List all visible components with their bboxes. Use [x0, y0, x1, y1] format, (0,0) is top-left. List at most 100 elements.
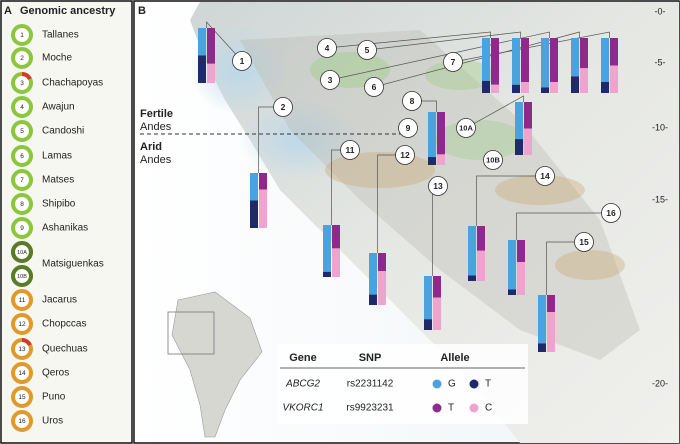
ancestry-ring: [11, 241, 33, 263]
allele-bar-segment: [610, 38, 618, 66]
legend-table-bg: [278, 344, 528, 424]
allele-bar-segment: [207, 63, 215, 83]
allele-bar-segment: [571, 76, 579, 93]
map-marker-label: 3: [328, 75, 333, 85]
map-marker-label: 12: [400, 150, 410, 160]
allele-bar-segment: [437, 112, 445, 155]
ancestry-center: [15, 414, 29, 428]
map-marker-label: 10B: [486, 155, 500, 164]
allele-bar-segment: [468, 275, 476, 281]
ancestry-ring: [11, 386, 33, 408]
map-marker: [443, 52, 463, 72]
map-marker: [574, 232, 594, 252]
map-marker: [340, 140, 360, 160]
allele-bar-segment: [541, 87, 549, 93]
population-id: 10A: [17, 250, 27, 256]
latitude-label: -20-: [652, 378, 668, 388]
ancestry-ring-segment: [21, 72, 32, 81]
allele-bar-segment: [477, 250, 485, 281]
map-marker: [273, 97, 293, 117]
allele-bar-segment: [521, 38, 529, 82]
ancestry-ring: [11, 96, 33, 118]
population-id: 13: [18, 346, 26, 353]
allele-bar-segment: [332, 225, 340, 249]
map-marker-label: 1: [240, 56, 245, 66]
ancestry-center: [15, 100, 29, 114]
legend-swatch: [469, 379, 479, 389]
allele-bar-segment: [207, 28, 215, 64]
gene-name: VKORC1: [282, 403, 323, 414]
allele-bar-segment: [433, 276, 441, 298]
allele-bar-segment: [428, 112, 436, 158]
legend-swatch: [469, 403, 479, 413]
allele-bar-segment: [601, 82, 609, 93]
allele-bar-segment: [250, 173, 258, 201]
allele-bar-segment: [491, 38, 499, 85]
table-header: Gene: [289, 352, 317, 364]
population-id: 14: [18, 370, 26, 377]
population-name: Lamas: [42, 151, 72, 162]
map-marker: [535, 166, 555, 186]
population-name: Uros: [42, 416, 63, 427]
map-marker: [398, 118, 418, 138]
allele-bar-segment: [541, 38, 549, 88]
panel-title: Genomic ancestry: [20, 5, 116, 17]
population-id: 10B: [17, 274, 27, 280]
population-id: 7: [20, 177, 24, 184]
allele-bar-segment: [547, 312, 555, 352]
ancestry-ring: [11, 217, 33, 239]
ancestry-ring: [11, 47, 33, 69]
connector-line: [373, 31, 580, 88]
population-name: Quechuas: [42, 344, 88, 355]
map-marker: [483, 150, 503, 170]
ancestry-ring: [11, 289, 33, 311]
map-marker: [456, 118, 476, 138]
allele-bar-segment: [378, 271, 386, 305]
connector-line: [476, 175, 545, 226]
population-name: Tallanes: [42, 30, 79, 41]
map-marker: [402, 91, 422, 111]
ancestry-ring: [11, 265, 33, 287]
map-marker-label: 9: [406, 123, 411, 133]
population-name: Matsiguenkas: [42, 259, 104, 270]
population-name: Moche: [42, 53, 72, 64]
ancestry-center: [15, 173, 29, 187]
map-marker-label: 15: [579, 237, 589, 247]
population-name: Puno: [42, 392, 66, 403]
map-marker: [428, 176, 448, 196]
latitude-label: -0-: [655, 6, 666, 16]
legend-swatch: [432, 403, 442, 413]
allele-bar-segment: [259, 173, 267, 190]
gene-name: ABCG2: [285, 379, 320, 390]
allele-bar-segment: [515, 139, 523, 155]
legend-allele: T: [485, 379, 491, 390]
legend-swatch: [432, 379, 442, 389]
ancestry-center: [15, 197, 29, 211]
allele-bar-segment: [601, 38, 609, 82]
connector-line: [546, 241, 584, 295]
allele-bar-segment: [524, 128, 532, 155]
region-label: Arid: [140, 141, 162, 153]
map-marker-label: 5: [365, 45, 370, 55]
allele-bar-segment: [250, 200, 258, 228]
ancestry-center: [15, 366, 29, 380]
population-name: Shipibo: [42, 199, 76, 210]
map-marker-label: 10A: [459, 123, 473, 132]
latitude-label: -10-: [652, 122, 668, 132]
connector-line: [452, 31, 610, 63]
map-marker-label: 14: [540, 171, 550, 181]
latitude-label: -15-: [652, 194, 668, 204]
allele-bar-segment: [515, 102, 523, 140]
population-id: 2: [20, 55, 24, 62]
allele-bar-segment: [550, 38, 558, 82]
allele-bar-segment: [491, 84, 499, 93]
map-marker-label: 8: [410, 96, 415, 106]
population-name: Awajun: [42, 102, 75, 113]
population-name: Jacarus: [42, 295, 77, 306]
allele-bar-segment: [468, 226, 476, 276]
ancestry-center: [15, 124, 29, 138]
allele-bar-segment: [538, 343, 546, 352]
allele-bar-segment: [369, 294, 377, 305]
allele-bar-segment: [428, 157, 436, 165]
allele-bar-segment: [580, 68, 588, 93]
